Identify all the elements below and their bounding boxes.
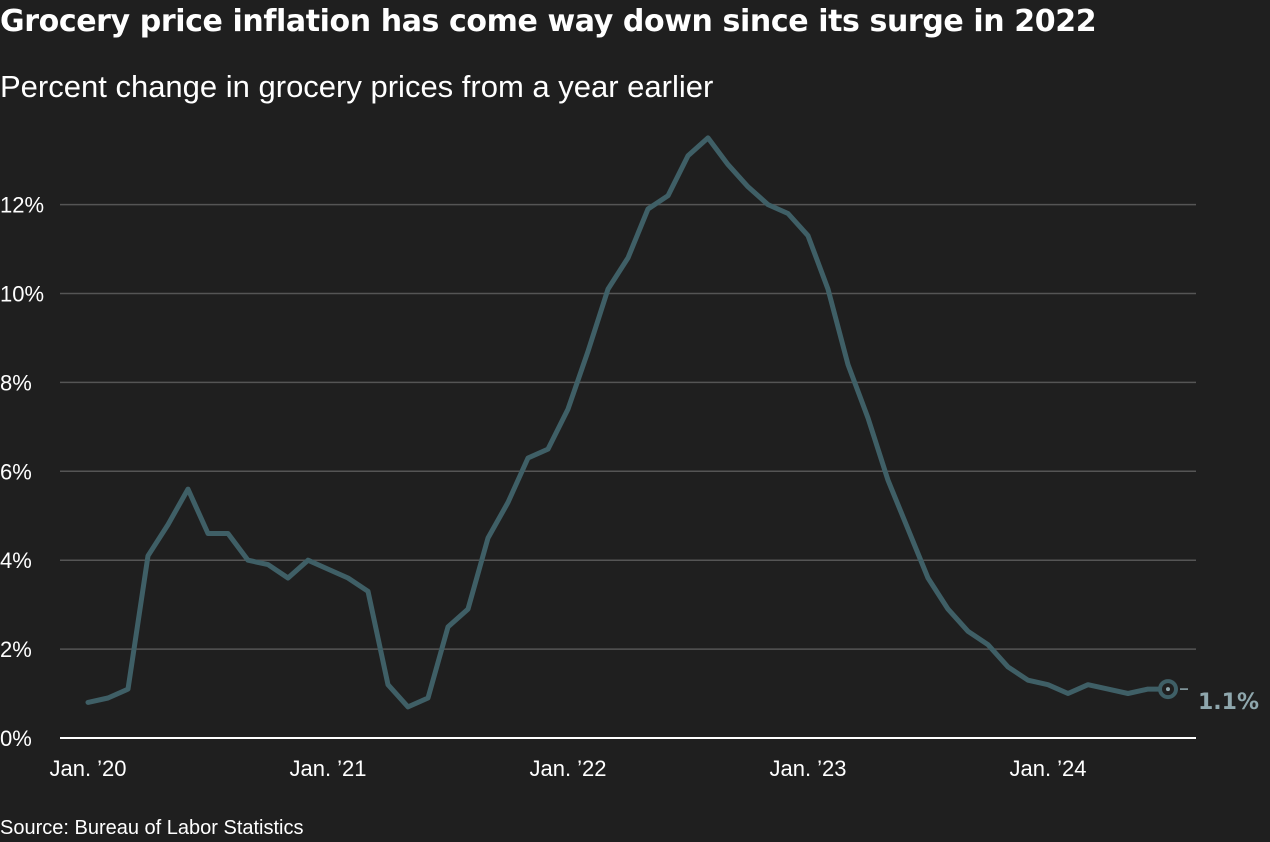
x-axis-labels: Jan. ’20 Jan. ’21 Jan. ’22 Jan. ’23 Jan. ’24 [49,756,1086,781]
y-tick-label: 2% [0,637,32,662]
end-point-dot [1166,687,1170,692]
end-value-label: 1.1% [1198,690,1259,715]
y-tick-label: 8% [0,370,32,395]
x-tick-label: Jan. ’21 [289,756,366,781]
chart-title: Grocery price inflation has come way dow… [0,4,1097,39]
chart-subtitle: Percent change in grocery prices from a … [0,69,714,104]
y-tick-label: 6% [0,459,32,484]
x-tick-label: Jan. ’22 [529,756,606,781]
y-axis-labels: 0% 2% 4% 6% 8% 10% 12% [0,193,44,751]
series-line [85,135,1171,710]
y-tick-label: 4% [0,548,32,573]
series-layer [85,135,1171,710]
y-tick-label: 10% [0,282,44,307]
gridlines [60,203,1196,739]
x-tick-label: Jan. ’20 [49,756,126,781]
x-tick-label: Jan. ’23 [769,756,846,781]
end-marker-layer: 1.1% [1158,679,1259,715]
x-tick-label: Jan. ’24 [1009,756,1086,781]
y-tick-label: 0% [0,726,32,751]
source-note: Source: Bureau of Labor Statistics [0,817,304,839]
y-tick-label: 12% [0,193,44,218]
